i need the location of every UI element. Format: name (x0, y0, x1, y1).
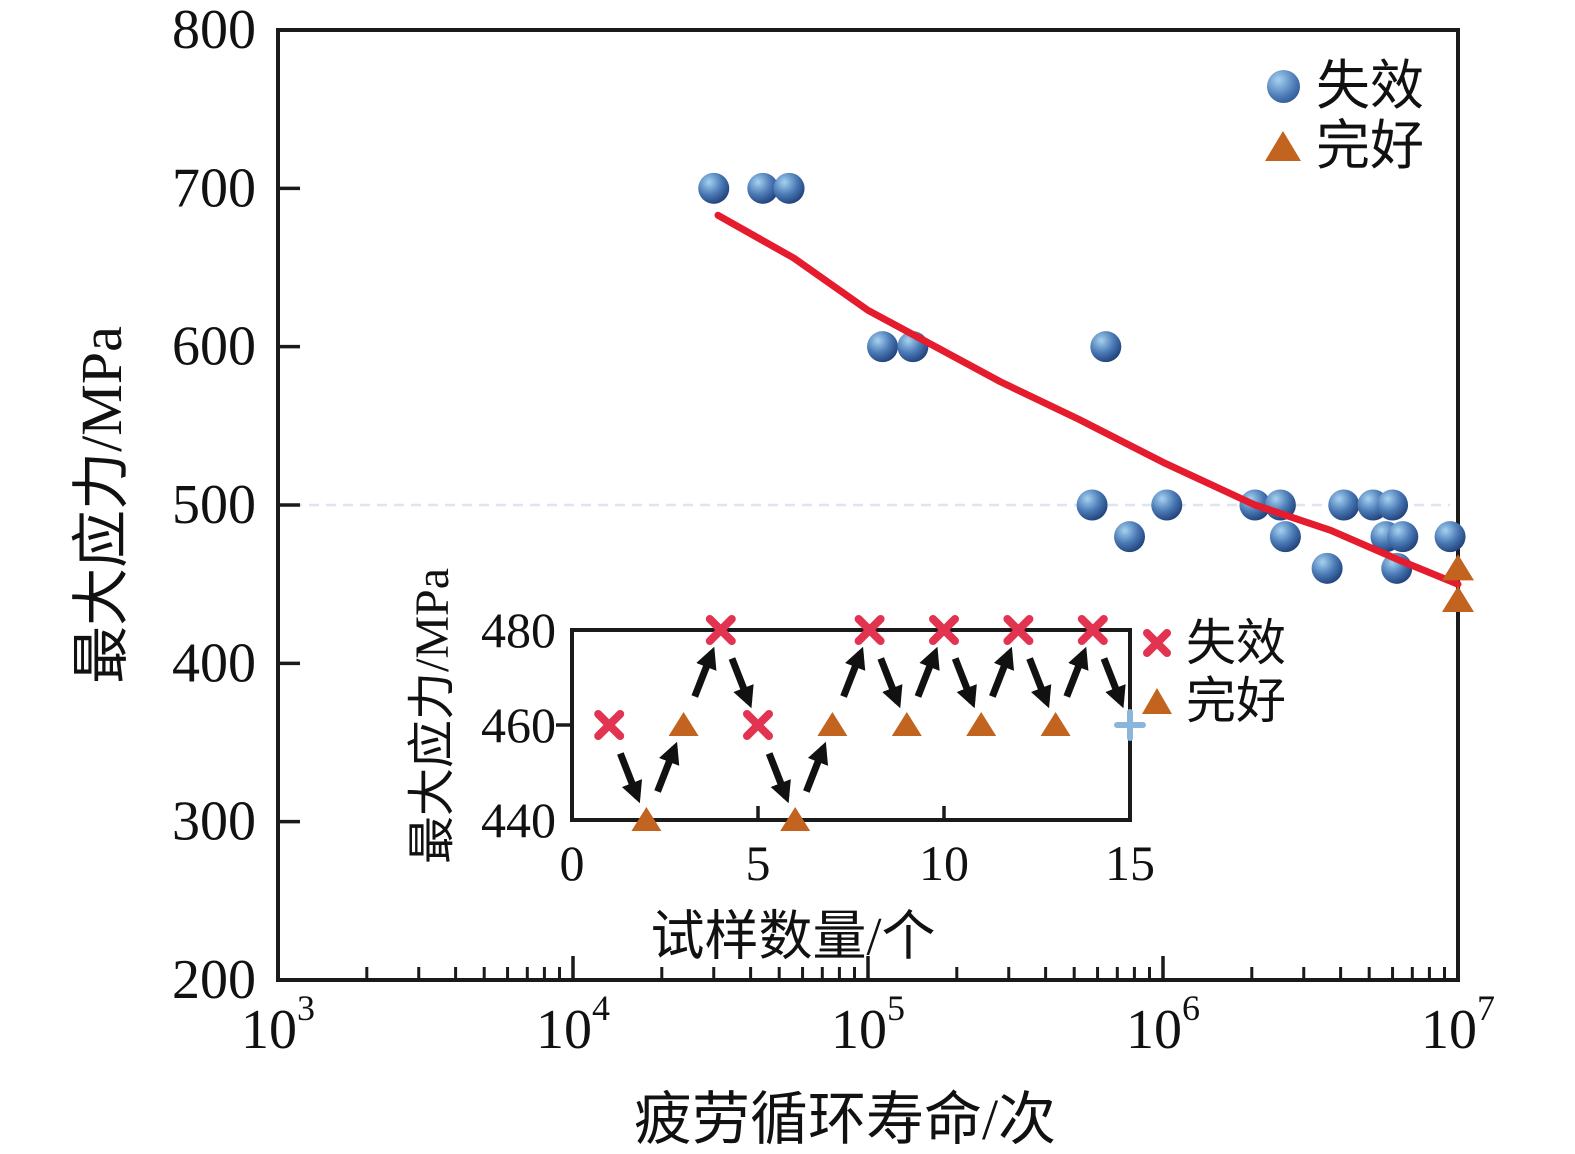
x-axis-tick-label: 103 (241, 988, 315, 1061)
inset-x-tick-label: 5 (746, 835, 771, 891)
inset-y-tick-label: 460 (481, 697, 556, 753)
x-axis-tick-label: 105 (831, 988, 905, 1061)
main-legend-intact-label: 完好 (1316, 116, 1424, 176)
main-legend-failed-label: 失效 (1316, 56, 1424, 116)
inset-y-axis-title: 最大应力/MPa (406, 567, 459, 865)
inset-failed-x (594, 710, 625, 740)
y-axis-tick-label: 600 (172, 316, 256, 378)
failed-point-sphere (1151, 489, 1183, 521)
inset-failed-x (929, 615, 959, 645)
y-axis-tick-label: 700 (172, 157, 256, 219)
inset-arrow (803, 741, 829, 793)
y-axis-tick-label: 800 (172, 0, 256, 61)
inset-arrow (1100, 657, 1126, 709)
inset-failed-x (854, 615, 885, 645)
failed-point-sphere (1377, 489, 1409, 521)
failed-point-sphere (698, 172, 730, 204)
main-legend: 失效 完好 (1260, 56, 1424, 176)
inset-arrow (765, 752, 791, 804)
inset-legend: 失效 完好 (1136, 614, 1286, 730)
x-axis-tick-label: 107 (1421, 988, 1495, 1061)
failed-x-icon (1136, 626, 1178, 660)
inset-arrow (951, 657, 977, 709)
main-legend-item-failed: 失效 (1260, 56, 1424, 116)
inset-legend-intact-label: 完好 (1186, 673, 1286, 729)
inset-terminated-plus (1114, 709, 1146, 741)
inset-box (570, 628, 1132, 822)
x-axis-tick-label: 104 (536, 988, 610, 1061)
inset-x-tick-label: 0 (560, 835, 585, 891)
inset-intact-triangle (780, 807, 811, 831)
y-axis-tick-label: 300 (172, 791, 256, 853)
failed-point-sphere (1114, 521, 1146, 553)
inset-arrow (877, 657, 903, 709)
inset-arrow (728, 657, 754, 709)
inset-legend-item-failed: 失效 (1136, 614, 1286, 672)
inset-arrow (617, 752, 643, 804)
inset-intact-triangle (668, 712, 699, 736)
inset-arrow (989, 646, 1015, 698)
failed-point-sphere (773, 172, 805, 204)
y-axis-tick-label: 500 (172, 474, 256, 536)
failed-point-sphere (1076, 489, 1108, 521)
x-axis-tick-label: 106 (1126, 988, 1200, 1061)
main-y-axis-title: 最大应力/MPa (69, 326, 134, 684)
failed-point-sphere (1311, 552, 1343, 584)
failed-point-sphere (1328, 489, 1360, 521)
inset-arrow (840, 646, 866, 698)
inset-arrow (1063, 646, 1089, 698)
intact-point-triangle (1442, 586, 1474, 612)
inset-arrow (654, 741, 680, 793)
y-axis-tick-label: 200 (172, 949, 256, 1011)
inset-intact-triangle (966, 712, 997, 736)
inset-failed-x (743, 710, 773, 740)
inset-intact-triangle (631, 807, 662, 831)
inset-failed-x (705, 615, 736, 645)
inset-intact-triangle (891, 712, 922, 736)
intact-point-triangle (1442, 554, 1474, 581)
failed-point-sphere (747, 172, 779, 204)
inset-legend-item-intact: 完好 (1136, 672, 1286, 730)
inset-failed-x (1077, 615, 1108, 645)
failed-point-sphere (1387, 521, 1419, 553)
inset-intact-triangle (817, 712, 848, 736)
inset-y-tick-label: 440 (481, 792, 556, 848)
y-axis-tick-label: 400 (172, 632, 256, 694)
inset-y-tick-label: 480 (481, 602, 556, 658)
inset-failed-x (1003, 615, 1034, 645)
failed-point-sphere (867, 331, 899, 363)
inset-arrow (691, 646, 717, 698)
inset-intact-triangle-icon (1136, 688, 1178, 714)
inset-intact-triangle (1040, 712, 1071, 736)
inset-arrow (1026, 657, 1052, 709)
inset-x-tick-label: 15 (1105, 835, 1155, 891)
inset-arrow (914, 646, 940, 698)
inset-x-tick-label: 10 (919, 835, 969, 891)
main-legend-item-intact: 完好 (1260, 116, 1424, 176)
failed-point-sphere (1090, 331, 1122, 363)
failed-point-sphere (1269, 521, 1301, 553)
inset-x-axis-title: 试样数量/个 (650, 906, 936, 967)
intact-triangle-icon (1260, 131, 1306, 161)
failed-sphere-icon (1260, 69, 1306, 103)
inset-legend-failed-label: 失效 (1186, 615, 1286, 671)
failed-point-sphere (1434, 521, 1466, 553)
sn-fit-curve (714, 211, 1462, 588)
main-x-axis-title: 疲劳循环寿命/次 (633, 1087, 1057, 1152)
